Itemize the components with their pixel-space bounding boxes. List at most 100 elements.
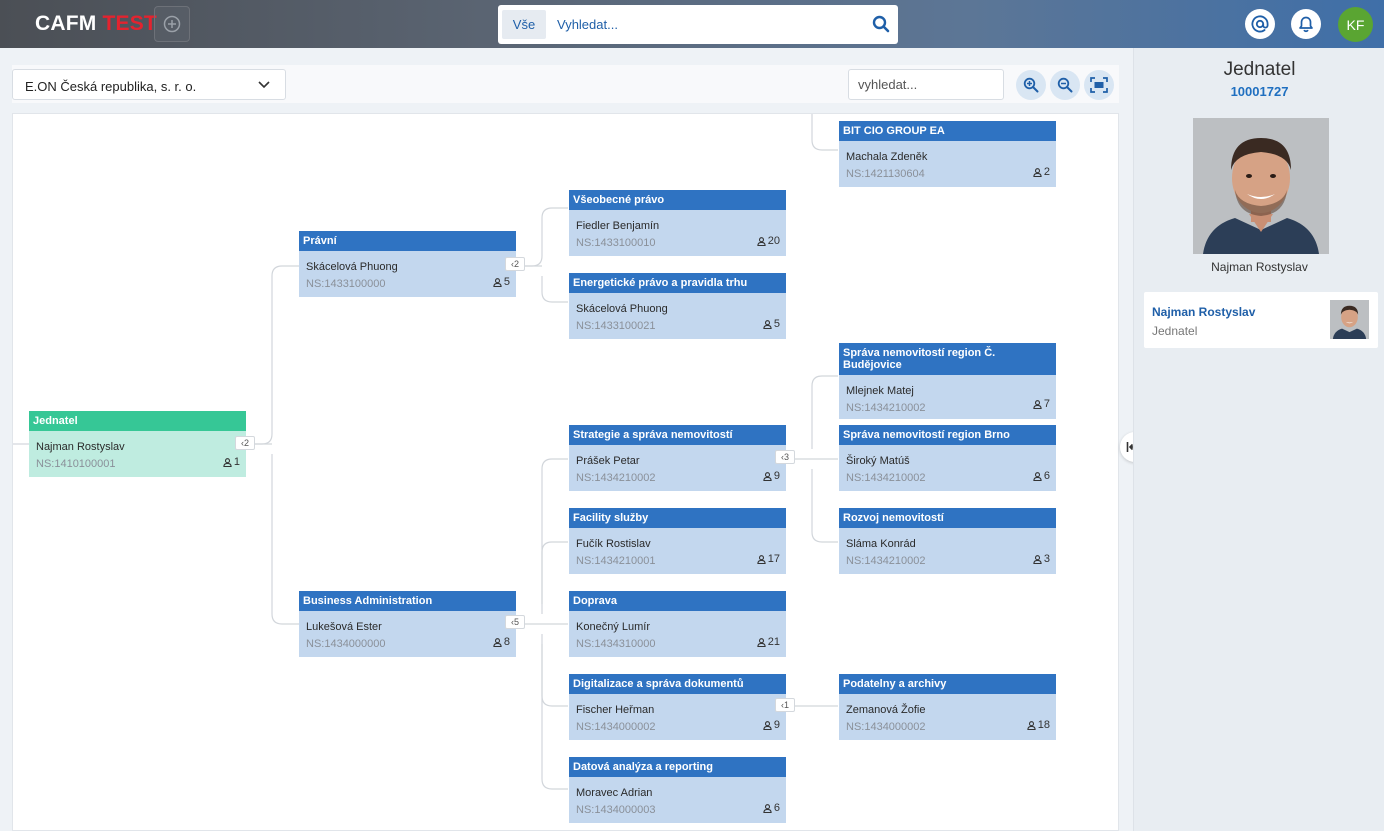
- org-node-count: 6: [1033, 470, 1050, 482]
- person-icon: [223, 457, 232, 467]
- org-node-title: Business Administration: [299, 591, 516, 611]
- org-node-count: 21: [757, 636, 780, 648]
- org-node-count-value: 9: [773, 470, 780, 482]
- org-node-person: Mlejnek Matej: [846, 385, 914, 397]
- org-node[interactable]: Energetické právo a pravidla trhu Skácelo…: [569, 273, 786, 339]
- org-node-count: 20: [757, 235, 780, 247]
- zoom-in-button[interactable]: [1016, 70, 1046, 100]
- org-node-title: Facility služby: [569, 508, 786, 528]
- children-count: 5: [513, 617, 519, 627]
- person-icon: [1033, 167, 1042, 177]
- user-avatar[interactable]: KF: [1338, 7, 1373, 42]
- main-area: E.ON Česká republika, s. r. o.: [0, 48, 1133, 831]
- org-node-count-value: 17: [767, 553, 780, 565]
- org-node-ns: NS:1421130604: [846, 168, 925, 180]
- person-icon: [1027, 720, 1036, 730]
- org-node[interactable]: Správa nemovitostí region Č. Budějovice M…: [839, 343, 1056, 419]
- org-node-count-value: 9: [773, 719, 780, 731]
- person-card-role: Jednatel: [1152, 324, 1198, 338]
- org-node-count: 3: [1033, 553, 1050, 565]
- collapse-children-button[interactable]: ‹ 3: [775, 450, 795, 464]
- org-node-ns: NS:1434310000: [576, 638, 656, 650]
- org-node[interactable]: BIT CIO GROUP EA Machala Zdeněk NS:1421130…: [839, 121, 1056, 187]
- org-node[interactable]: Business Administration Lukešová Ester NS:…: [299, 591, 516, 657]
- org-node-title: Právní: [299, 231, 516, 251]
- org-node[interactable]: Právní Skácelová Phuong NS:1433100000 5: [299, 231, 516, 297]
- collapse-children-button[interactable]: ‹ 1: [775, 698, 795, 712]
- zoom-out-button[interactable]: [1050, 70, 1080, 100]
- children-count: 1: [783, 700, 789, 710]
- org-node[interactable]: Facility služby Fučík Rostislav NS:1434210…: [569, 508, 786, 574]
- org-node-title: Podatelny a archivy: [839, 674, 1056, 694]
- person-icon: [763, 720, 772, 730]
- org-node-count-value: 5: [773, 318, 780, 330]
- company-select[interactable]: E.ON Česká republika, s. r. o.: [12, 69, 286, 100]
- org-node-title: Digitalizace a správa dokumentů: [569, 674, 786, 694]
- org-node-ns: NS:1433100000: [306, 278, 386, 290]
- children-count: 3: [783, 452, 789, 462]
- org-node[interactable]: Digitalizace a správa dokumentů Fischer H…: [569, 674, 786, 740]
- person-icon: [757, 554, 766, 564]
- search-input[interactable]: Vyhledat...: [557, 17, 618, 32]
- fit-screen-button[interactable]: [1084, 70, 1114, 100]
- zoom-out-icon: [1057, 77, 1073, 93]
- org-node-person: Prášek Petar: [576, 455, 640, 467]
- org-node-ns: NS:1434210002: [846, 555, 926, 567]
- org-node-ns: NS:1434210001: [576, 555, 656, 567]
- search-scope-tab[interactable]: Vše: [502, 10, 546, 39]
- fit-screen-icon: [1090, 77, 1108, 93]
- person-icon: [763, 803, 772, 813]
- org-node-count-value: 6: [773, 802, 780, 814]
- org-node-ns: NS:1434000002: [576, 721, 656, 733]
- detail-code: 10001727: [1230, 84, 1289, 99]
- person-card-name[interactable]: Najman Rostyslav: [1152, 305, 1256, 319]
- chevron-down-icon: [258, 81, 270, 89]
- org-node-person: Široký Matúš: [846, 455, 910, 467]
- org-node-person: Skácelová Phuong: [306, 261, 398, 273]
- mention-button[interactable]: [1245, 9, 1275, 39]
- person-name: Najman Rostyslav: [1211, 260, 1308, 274]
- app-logo[interactable]: CAFM TEST: [35, 12, 157, 36]
- org-node-count: 2: [1033, 166, 1050, 178]
- org-node[interactable]: Všeobecné právo Fiedler Benjamín NS:143310…: [569, 190, 786, 256]
- org-node[interactable]: Podatelny a archivy Zemanová Žofie NS:1434…: [839, 674, 1056, 740]
- org-node-count-value: 6: [1043, 470, 1050, 482]
- org-node-ns: NS:1410100001: [36, 458, 116, 470]
- detail-title: Jednatel: [1223, 59, 1296, 80]
- org-node[interactable]: Rozvoj nemovitostí Sláma Konrád NS:1434210…: [839, 508, 1056, 574]
- org-node-count: 1: [223, 456, 240, 468]
- collapse-children-button[interactable]: ‹ 5: [505, 615, 525, 629]
- org-node-count: 7: [1033, 398, 1050, 410]
- chevron-left-icon: ‹: [510, 617, 514, 627]
- person-thumbnail: [1330, 300, 1369, 339]
- org-node-count-value: 21: [767, 636, 780, 648]
- org-node-count: 18: [1027, 719, 1050, 731]
- org-node-title: Rozvoj nemovitostí: [839, 508, 1056, 528]
- org-node[interactable]: Datová analýza a reporting Moravec Adrian…: [569, 757, 786, 823]
- person-icon: [1033, 471, 1042, 481]
- org-node-ns: NS:1434210002: [846, 402, 926, 414]
- global-search[interactable]: Vše Vyhledat...: [498, 5, 898, 44]
- person-card[interactable]: Najman Rostyslav Jednatel: [1144, 292, 1378, 348]
- add-button[interactable]: [154, 6, 190, 42]
- org-node[interactable]: Doprava Konečný Lumír NS:1434310000 21: [569, 591, 786, 657]
- children-count: 2: [513, 259, 519, 269]
- org-node[interactable]: Jednatel Najman Rostyslav NS:1410100001 1: [29, 411, 246, 477]
- org-node-count: 8: [493, 636, 510, 648]
- chart-search-input[interactable]: [848, 69, 1004, 100]
- org-node-count-value: 3: [1043, 553, 1050, 565]
- collapse-children-button[interactable]: ‹ 2: [235, 436, 255, 450]
- chevron-left-icon: ‹: [780, 452, 784, 462]
- org-node-count-value: 7: [1043, 398, 1050, 410]
- children-count: 2: [243, 438, 249, 448]
- org-chart-canvas[interactable]: BIT CIO GROUP EA Machala Zdeněk NS:1421130…: [12, 113, 1119, 831]
- org-node-ns: NS:1434210002: [576, 472, 656, 484]
- collapse-children-button[interactable]: ‹ 2: [505, 257, 525, 271]
- org-node-person: Skácelová Phuong: [576, 303, 668, 315]
- org-node[interactable]: Strategie a správa nemovitostí Prášek Pet…: [569, 425, 786, 491]
- notifications-button[interactable]: [1291, 9, 1321, 39]
- chevron-left-icon: ‹: [240, 438, 244, 448]
- search-icon[interactable]: [872, 15, 890, 33]
- org-node-ns: NS:1434000002: [846, 721, 926, 733]
- org-node[interactable]: Správa nemovitostí region Brno Široký Mat…: [839, 425, 1056, 491]
